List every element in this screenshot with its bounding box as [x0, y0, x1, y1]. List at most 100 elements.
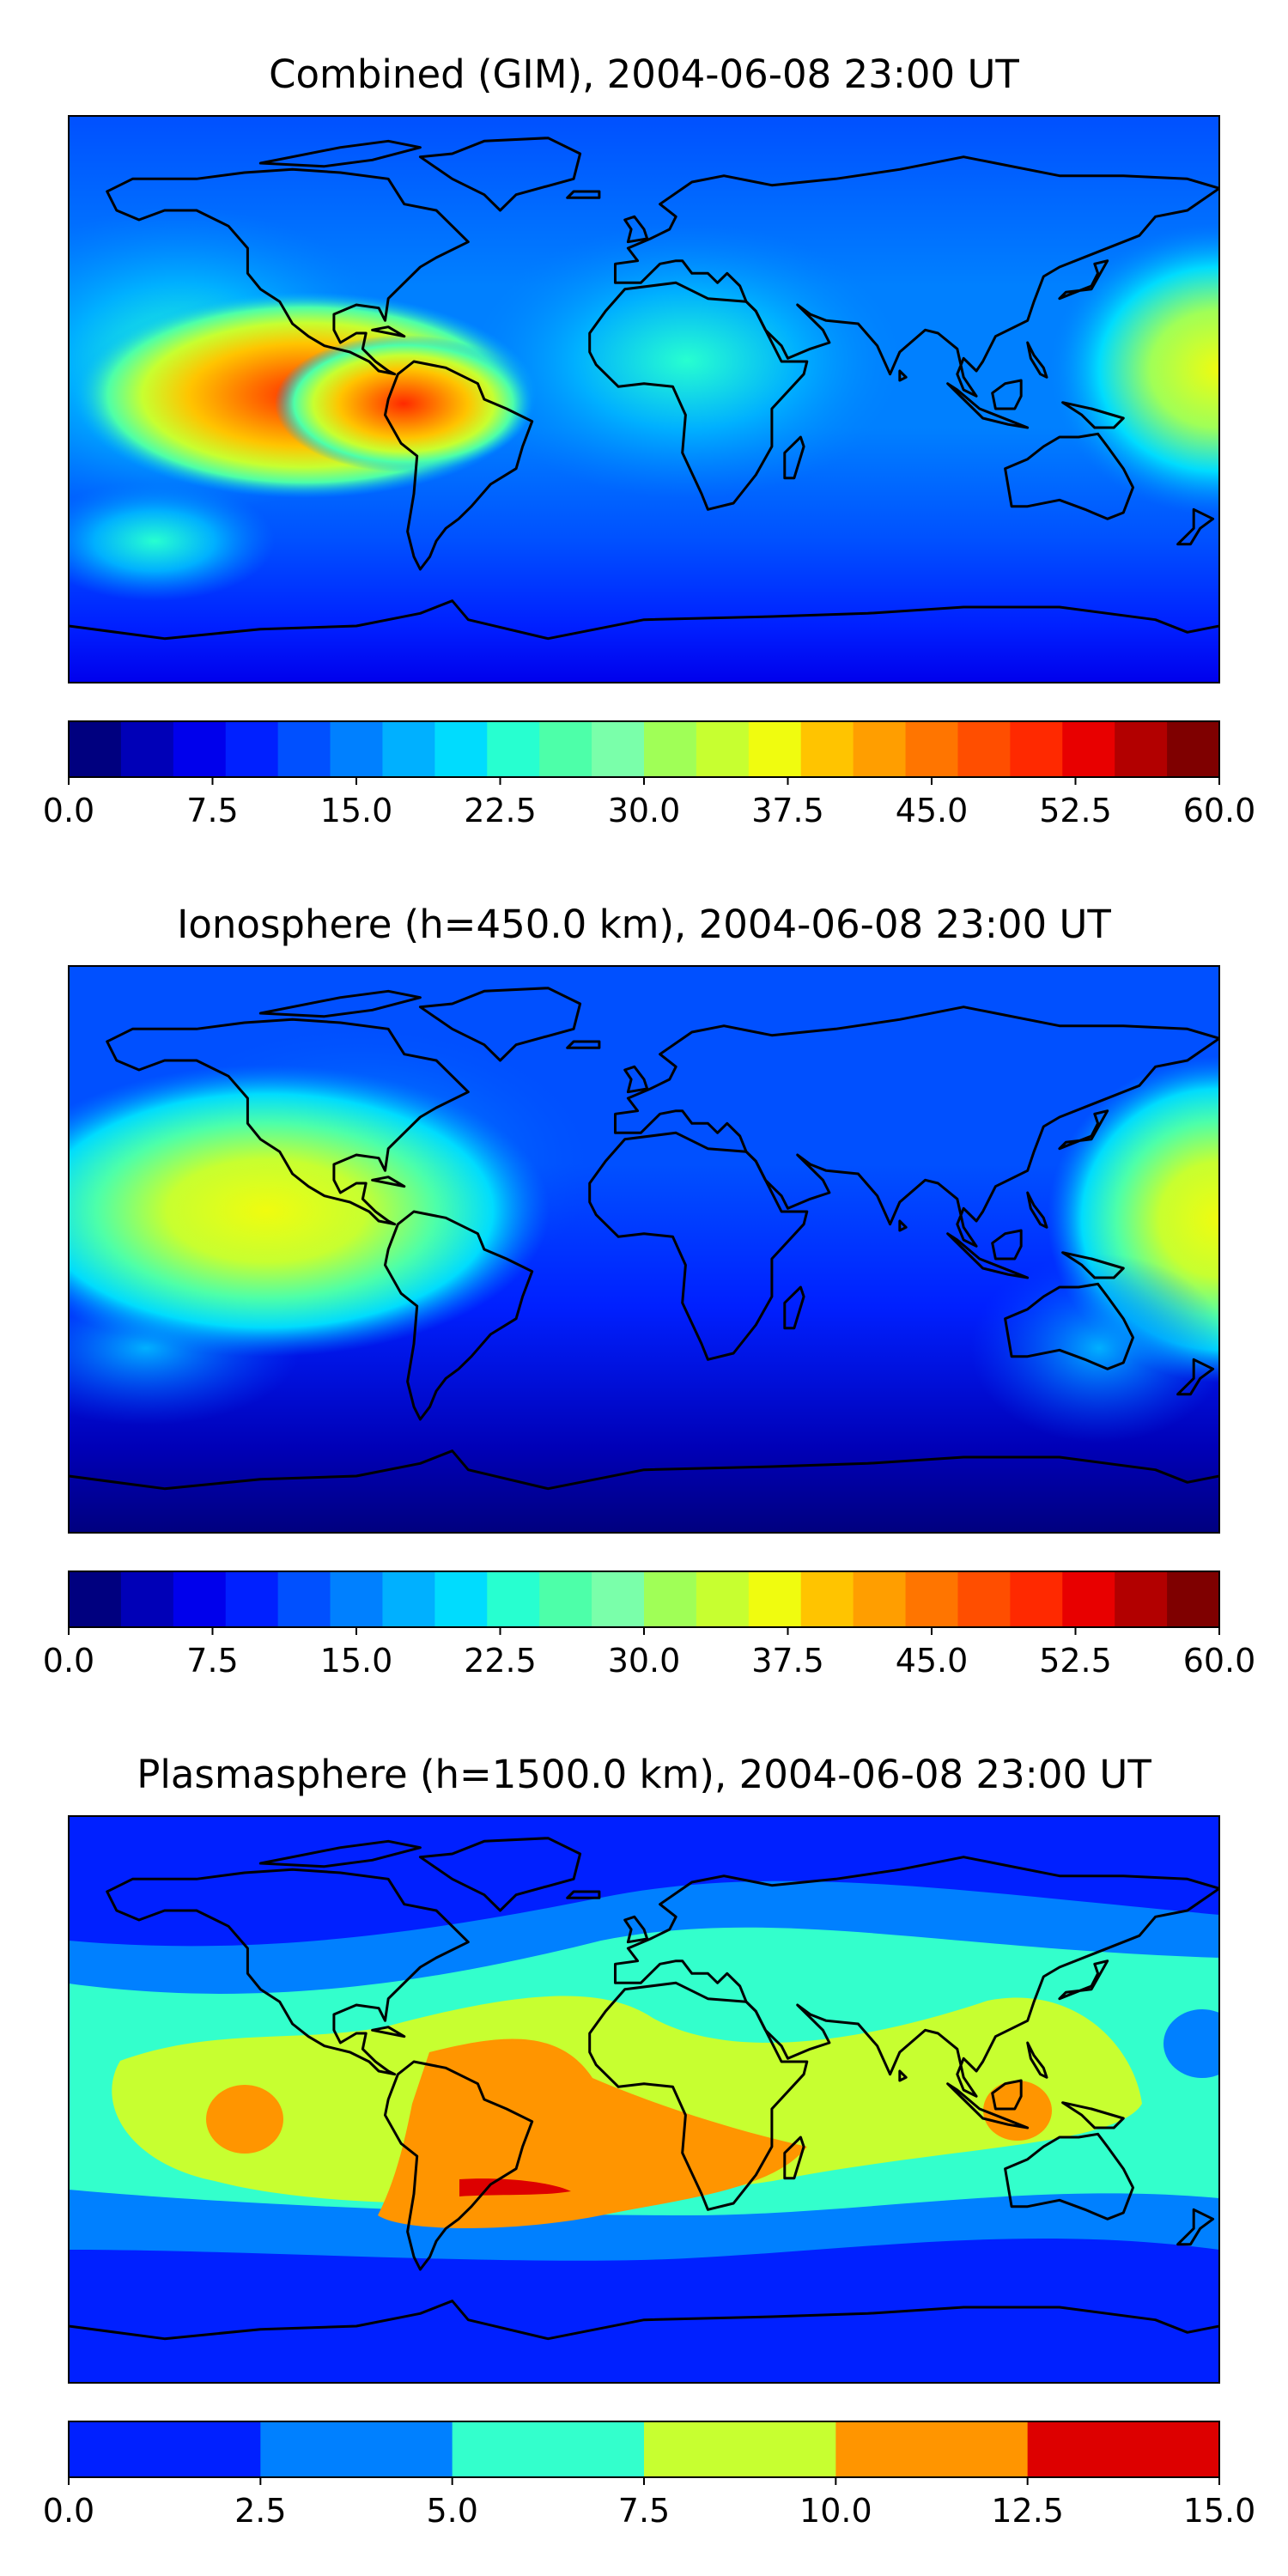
coastline-eurasia	[614, 155, 1219, 398]
colorbar-swatch	[957, 1571, 1011, 1627]
colorbar-swatch	[1010, 1571, 1063, 1627]
colorbar-swatch	[800, 1571, 854, 1627]
coastlines	[69, 137, 1219, 641]
coastline-philippines	[1026, 1191, 1048, 1229]
colorbar-tick-label: 0.0	[43, 1642, 94, 1680]
colorbar-swatch	[1167, 1571, 1220, 1627]
coastline-madagascar	[783, 435, 805, 480]
colorbar-tick-label: 10.0	[799, 2492, 872, 2530]
colorbar-swatch	[225, 721, 279, 777]
coastline-borneo	[991, 379, 1023, 410]
colorbar-swatch	[644, 2421, 836, 2477]
colorbar-tick-label: 22.5	[464, 1642, 537, 1680]
colorbar-swatch	[277, 721, 331, 777]
coastline-philippines	[1026, 2041, 1048, 2079]
colorbar-swatch	[853, 721, 907, 777]
colorbar-swatch	[592, 1571, 645, 1627]
coastline-sri-lanka	[898, 2069, 908, 2082]
colorbar-swatch	[539, 1571, 592, 1627]
contour-band-2.5	[1163, 2009, 1219, 2078]
chart-title: Combined (GIM), 2004-06-08 23:00 UT	[269, 52, 1019, 97]
coastline-arctic-islands	[258, 989, 422, 1018]
coastline-iceland	[566, 190, 601, 199]
colorbar-tick-label: 0.0	[43, 2492, 94, 2530]
colorbar-swatch	[69, 2421, 261, 2477]
colorbar-swatch	[330, 1571, 384, 1627]
colorbar-swatch	[1027, 2421, 1220, 2477]
colorbar-swatch	[696, 1571, 750, 1627]
map-frame	[68, 1815, 1220, 2384]
colorbar-swatch	[644, 1571, 697, 1627]
colorbar-tick-label: 15.0	[1183, 2492, 1256, 2530]
colorbar-tick-label: 12.5	[991, 2492, 1064, 2530]
colorbar-swatch	[644, 721, 697, 777]
coastline-south-america	[384, 2060, 534, 2271]
tec-blob	[1048, 223, 1219, 515]
coastline-madagascar	[783, 1285, 805, 1330]
coastline-borneo	[991, 2079, 1023, 2111]
coastline-madagascar	[783, 2136, 805, 2180]
colorbar-tick-label: 2.5	[234, 2492, 286, 2530]
coastline-uk	[623, 215, 649, 244]
coastline-new-zealand	[1176, 1358, 1215, 1396]
tec-blob	[464, 223, 910, 498]
colorbar-tick-label: 52.5	[1039, 1642, 1112, 1680]
colorbar-swatch	[120, 1571, 174, 1627]
colorbar-tick-label: 15.0	[320, 792, 393, 829]
coastline-south-america	[384, 360, 534, 571]
colorbar-swatch	[173, 1571, 227, 1627]
colorbar-swatch	[452, 2421, 645, 2477]
colorbar: 0.0 7.5 15.0 22.5 30.0 37.5 45.0 52.5 60.0	[43, 720, 1255, 829]
colorbar-tick-label: 15.0	[320, 1642, 393, 1680]
coastline-indonesia	[946, 2082, 1030, 2129]
colorbar-swatch	[330, 721, 384, 777]
colorbar-swatch	[225, 1571, 279, 1627]
colorbar-swatch	[1062, 1571, 1115, 1627]
colorbar-swatch	[1010, 721, 1063, 777]
coastline-north-america	[106, 1868, 470, 2076]
coastline-greenland	[418, 987, 582, 1062]
colorbar-swatch	[173, 721, 227, 777]
coastlines	[69, 987, 1219, 1491]
colorbar-tick-label: 30.0	[608, 792, 681, 829]
coastline-sri-lanka	[898, 369, 908, 382]
coastline-iceland	[566, 1890, 601, 1899]
colorbar-swatch	[957, 721, 1011, 777]
coastline-australia	[1004, 432, 1134, 520]
colorbar-swatch	[696, 721, 750, 777]
coastline-africa	[588, 1981, 809, 2211]
colorbar-swatch	[434, 1571, 488, 1627]
coastline-new-guinea	[1061, 2101, 1125, 2129]
tec-blob	[69, 481, 275, 601]
colorbar-tick-label: 30.0	[608, 1642, 681, 1680]
colorbar-swatch	[853, 1571, 907, 1627]
coastline-japan	[1058, 259, 1109, 301]
coastline-borneo	[991, 1229, 1023, 1261]
contour-band-10	[206, 2085, 283, 2154]
colorbar-swatch	[277, 1571, 331, 1627]
coastline-north-america	[106, 1018, 470, 1226]
coastline-indonesia	[946, 1232, 1030, 1279]
colorbar: 0.0 7.5 15.0 22.5 30.0 37.5 45.0 52.5 60.0	[43, 1571, 1255, 1680]
coastline-sri-lanka	[898, 1219, 908, 1232]
colorbar-tick-label: 7.5	[618, 2492, 670, 2530]
tec-blob	[275, 335, 532, 472]
colorbar-tick-label: 5.0	[426, 2492, 477, 2530]
colorbar-swatch	[487, 1571, 540, 1627]
coastline-africa	[588, 1131, 809, 1361]
colorbar-swatch	[905, 721, 959, 777]
colorbar-swatch	[69, 721, 122, 777]
colorbar-swatch	[748, 721, 802, 777]
contour-band-10	[983, 2081, 1052, 2141]
coastline-africa	[588, 281, 809, 511]
coastline-indonesia	[946, 382, 1030, 429]
colorbar-swatch	[1115, 1571, 1168, 1627]
colorbar-swatch	[487, 721, 540, 777]
coastline-philippines	[1026, 341, 1048, 379]
colorbar-tick-label: 37.5	[751, 1642, 824, 1680]
colorbar-tick-label: 0.0	[43, 792, 94, 829]
colorbar-swatch	[592, 721, 645, 777]
coastline-uk	[623, 1065, 649, 1094]
colorbar-swatch	[120, 721, 174, 777]
colorbar-swatch	[1062, 721, 1115, 777]
